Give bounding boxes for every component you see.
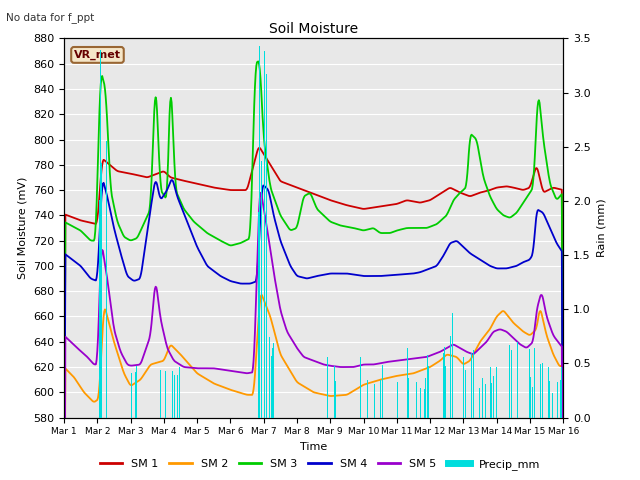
X-axis label: Time: Time	[300, 442, 327, 452]
Y-axis label: Rain (mm): Rain (mm)	[596, 199, 606, 257]
Title: Soil Moisture: Soil Moisture	[269, 22, 358, 36]
Legend: SM 1, SM 2, SM 3, SM 4, SM 5, Precip_mm: SM 1, SM 2, SM 3, SM 4, SM 5, Precip_mm	[95, 455, 545, 474]
Y-axis label: Soil Moisture (mV): Soil Moisture (mV)	[17, 177, 28, 279]
Text: No data for f_ppt: No data for f_ppt	[6, 12, 95, 23]
Text: VR_met: VR_met	[74, 50, 121, 60]
